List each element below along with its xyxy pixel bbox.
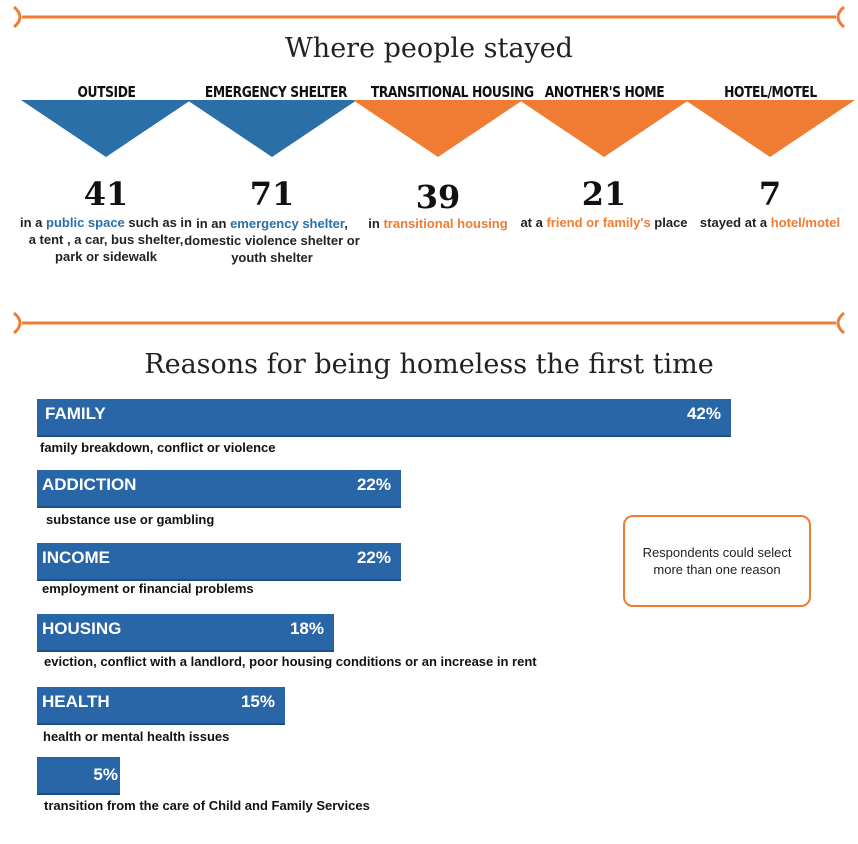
stay-triangle-4 [519, 100, 689, 157]
bar-3: INCOME 22% [37, 543, 401, 581]
stay-count-5: 7 [758, 175, 782, 213]
bar-value-5: 15% [240, 692, 275, 711]
bar-label-5: HEALTH [42, 692, 110, 711]
stay-triangle-3 [353, 100, 523, 157]
bar-label-2: ADDICTION [42, 475, 137, 494]
bar-desc-5: health or mental health issues [43, 729, 230, 744]
stay-label-1: OUTSIDE [77, 83, 136, 101]
bar-desc-6: transition from the care of Child and Fa… [44, 798, 370, 813]
bar-desc-4: eviction, conflict with a landlord, poor… [44, 654, 537, 669]
stay-label-2: EMERGENCY SHELTER [204, 83, 348, 101]
stay-count-2: 71 [249, 175, 295, 213]
bar-desc-2: substance use or gambling [46, 512, 215, 527]
reasons-title: Reasons for being homeless the first tim… [144, 349, 714, 380]
stay-label-5: HOTEL/MOTEL [724, 83, 817, 101]
bar-value-4: 18% [289, 619, 324, 638]
stay-count-1: 41 [83, 175, 129, 213]
bar-desc-3: employment or financial problems [42, 581, 254, 596]
bar-1: FAMILY 42% [37, 399, 731, 437]
stay-triangle-1 [21, 100, 191, 157]
stay-desc-1: in a public space such as in a tent , a … [20, 215, 192, 264]
bar-label-3: INCOME [42, 548, 110, 567]
bar-value-2: 22% [356, 475, 391, 494]
stay-desc-5: stayed at a hotel/motel [699, 215, 841, 230]
note-text: Respondents could select more than one r… [642, 545, 792, 577]
bar-label-4: HOUSING [42, 619, 122, 638]
stay-label-3: TRANSITIONAL HOUSING [370, 83, 534, 101]
bar-value-6: 5% [93, 765, 118, 784]
bar-2: ADDICTION 22% [37, 470, 401, 508]
stay-label-4: ANOTHER'S HOME [544, 83, 665, 101]
stay-desc-3: in transitional housing [368, 216, 508, 231]
stay-count-3: 39 [415, 178, 461, 216]
stay-triangle-5 [685, 100, 855, 157]
bar-5: HEALTH 15% [37, 687, 285, 725]
stayed-title: Where people stayed [285, 33, 573, 64]
bar-value-1: 42% [686, 404, 721, 423]
stay-count-4: 21 [581, 175, 627, 213]
bar-desc-1: family breakdown, conflict or violence [40, 440, 276, 455]
top-divider [12, 5, 846, 29]
stay-desc-2: in an emergency shelter, domestic violen… [184, 216, 360, 265]
stay-triangle-2 [187, 100, 357, 157]
bar-value-3: 22% [356, 548, 391, 567]
bar-label-1: FAMILY [45, 404, 106, 423]
note-box: Respondents could select more than one r… [623, 515, 811, 607]
middle-divider [12, 311, 846, 335]
bar-6: 5% [37, 757, 120, 795]
stay-desc-4: at a friend or family's place [520, 215, 688, 230]
bar-4: HOUSING 18% [37, 614, 334, 652]
